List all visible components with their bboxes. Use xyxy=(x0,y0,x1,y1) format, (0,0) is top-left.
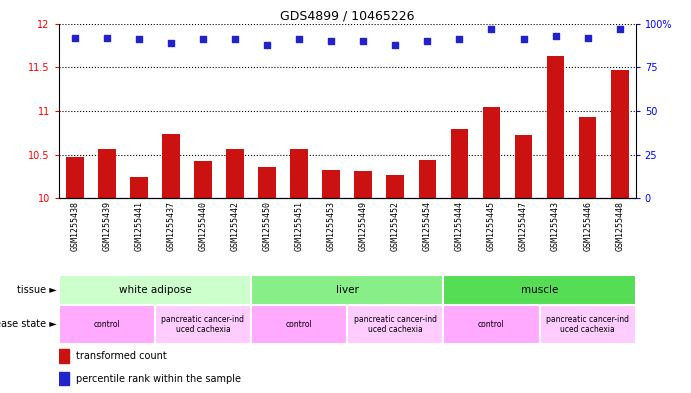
Text: GSM1255443: GSM1255443 xyxy=(551,201,560,251)
Point xyxy=(486,26,497,32)
Bar xyxy=(347,305,444,344)
Text: GSM1255446: GSM1255446 xyxy=(583,201,592,251)
Text: white adipose: white adipose xyxy=(119,285,191,295)
Text: transformed count: transformed count xyxy=(76,351,167,361)
Bar xyxy=(226,149,244,198)
Bar xyxy=(579,117,596,198)
Text: GSM1255449: GSM1255449 xyxy=(359,201,368,251)
Bar xyxy=(444,305,540,344)
Bar xyxy=(444,275,636,305)
Bar xyxy=(251,275,444,305)
Text: muscle: muscle xyxy=(521,285,558,295)
Point xyxy=(165,40,176,46)
Text: disease state ►: disease state ► xyxy=(0,319,57,329)
Bar xyxy=(290,149,308,198)
Bar xyxy=(386,175,404,198)
Text: GSM1255454: GSM1255454 xyxy=(423,201,432,251)
Bar xyxy=(419,160,436,198)
Text: GSM1255445: GSM1255445 xyxy=(487,201,496,251)
Text: liver: liver xyxy=(336,285,359,295)
Bar xyxy=(130,176,148,198)
Text: GSM1255450: GSM1255450 xyxy=(263,201,272,251)
Point xyxy=(102,35,113,41)
Bar xyxy=(59,305,155,344)
Text: percentile rank within the sample: percentile rank within the sample xyxy=(76,374,241,384)
Point xyxy=(262,41,273,48)
Text: pancreatic cancer-ind
uced cachexia: pancreatic cancer-ind uced cachexia xyxy=(546,314,629,334)
Text: pancreatic cancer-ind
uced cachexia: pancreatic cancer-ind uced cachexia xyxy=(354,314,437,334)
Text: GSM1255440: GSM1255440 xyxy=(198,201,207,251)
Point xyxy=(325,38,337,44)
Text: GSM1255437: GSM1255437 xyxy=(167,201,176,251)
Text: GSM1255452: GSM1255452 xyxy=(391,201,400,251)
Point xyxy=(198,36,209,42)
Point xyxy=(422,38,433,44)
Text: tissue ►: tissue ► xyxy=(17,285,57,295)
Text: control: control xyxy=(286,320,312,329)
Text: pancreatic cancer-ind
uced cachexia: pancreatic cancer-ind uced cachexia xyxy=(162,314,245,334)
Text: GSM1255451: GSM1255451 xyxy=(294,201,303,251)
Point xyxy=(582,35,593,41)
Bar xyxy=(59,349,69,363)
Point xyxy=(454,36,465,42)
Text: GSM1255453: GSM1255453 xyxy=(327,201,336,251)
Bar xyxy=(66,157,84,198)
Text: GSM1255442: GSM1255442 xyxy=(231,201,240,251)
Point xyxy=(518,36,529,42)
Text: GSM1255448: GSM1255448 xyxy=(615,201,624,251)
Bar xyxy=(194,161,212,198)
Text: GSM1255441: GSM1255441 xyxy=(134,201,143,251)
Text: GSM1255439: GSM1255439 xyxy=(102,201,111,251)
Point xyxy=(294,36,305,42)
Bar xyxy=(98,149,115,198)
Bar xyxy=(515,135,532,198)
Bar xyxy=(611,70,629,198)
Bar xyxy=(451,129,468,198)
Bar xyxy=(354,171,372,198)
Point xyxy=(69,35,80,41)
Bar xyxy=(251,305,347,344)
Title: GDS4899 / 10465226: GDS4899 / 10465226 xyxy=(280,9,415,22)
Bar xyxy=(482,107,500,198)
Bar xyxy=(323,170,340,198)
Text: GSM1255438: GSM1255438 xyxy=(70,201,79,251)
Text: GSM1255447: GSM1255447 xyxy=(519,201,528,251)
Point xyxy=(358,38,369,44)
Bar xyxy=(59,275,251,305)
Text: control: control xyxy=(478,320,505,329)
Point xyxy=(390,41,401,48)
Bar xyxy=(155,305,251,344)
Text: control: control xyxy=(93,320,120,329)
Bar xyxy=(547,56,565,198)
Bar xyxy=(540,305,636,344)
Bar xyxy=(258,167,276,198)
Text: GSM1255444: GSM1255444 xyxy=(455,201,464,251)
Point xyxy=(614,26,625,32)
Bar xyxy=(162,134,180,198)
Point xyxy=(550,33,561,39)
Point xyxy=(229,36,240,42)
Bar xyxy=(59,372,69,386)
Point xyxy=(133,36,144,42)
